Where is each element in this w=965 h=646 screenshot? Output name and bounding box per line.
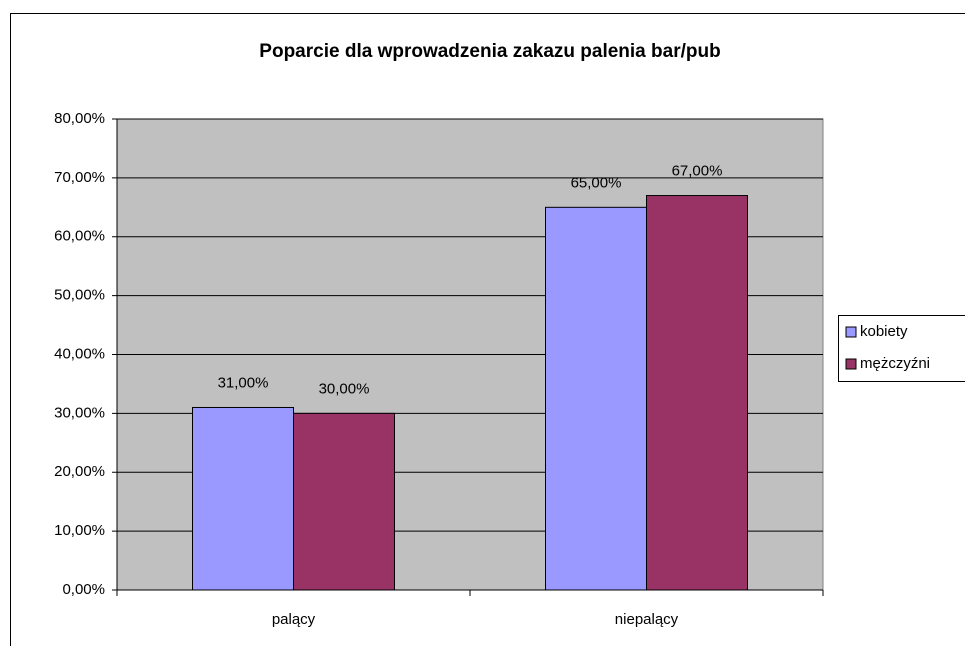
y-tick-label: 0,00% <box>62 581 105 598</box>
bar <box>192 406 294 591</box>
data-label: 65,00% <box>571 174 622 191</box>
y-tick-label: 70,00% <box>54 169 105 186</box>
y-tick-label: 50,00% <box>54 287 105 304</box>
y-tick-label: 40,00% <box>54 345 105 362</box>
x-tick-label: niepalący <box>615 611 679 628</box>
y-tick-label: 10,00% <box>54 522 105 539</box>
chart-title: Poparcie dla wprowadzenia zakazu palenia… <box>259 41 720 62</box>
data-label: 67,00% <box>672 163 723 180</box>
bar <box>646 195 748 591</box>
legend-box <box>838 315 965 382</box>
y-tick-label: 30,00% <box>54 404 105 421</box>
legend-label: mężczyźni <box>860 355 930 372</box>
y-tick-label: 20,00% <box>54 463 105 480</box>
x-tick-label: palący <box>272 611 316 628</box>
bar <box>545 206 647 591</box>
legend-swatch <box>845 326 857 338</box>
data-label: 31,00% <box>218 374 269 391</box>
bar <box>293 412 395 591</box>
data-label: 30,00% <box>319 380 370 397</box>
y-tick-label: 60,00% <box>54 228 105 245</box>
y-tick-label: 80,00% <box>54 110 105 127</box>
legend-label: kobiety <box>860 323 908 340</box>
legend-swatch <box>845 358 857 370</box>
